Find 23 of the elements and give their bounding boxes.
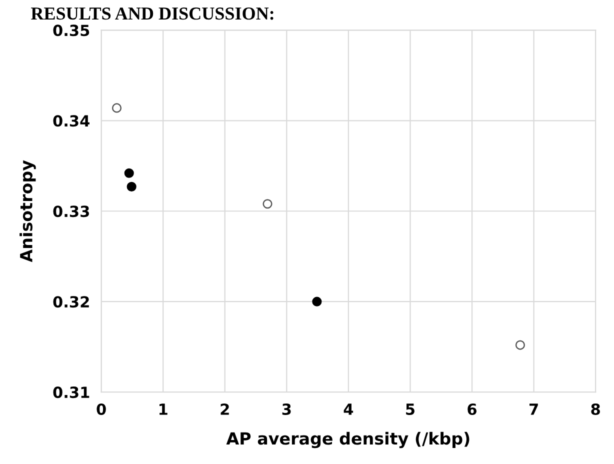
y-tick-label: 0.31 xyxy=(53,386,90,398)
x-axis-title: AP average density (/kbp) xyxy=(226,432,470,448)
y-tick-label: 0.35 xyxy=(53,24,90,36)
y-axis-title: Anisotropy xyxy=(20,160,36,262)
point xyxy=(312,296,322,306)
x-tick-label: 5 xyxy=(406,404,414,416)
point xyxy=(112,103,122,113)
y-tick-label: 0.34 xyxy=(53,115,90,127)
x-tick-label: 0 xyxy=(96,403,106,416)
y-tick-label: 0.32 xyxy=(53,296,89,308)
text: RESULTS AND DISCUSSION: xyxy=(31,8,274,20)
x-tick-label: 6 xyxy=(468,403,477,416)
x-tick-label: 1 xyxy=(160,404,168,415)
x-tick-label: 8 xyxy=(591,403,600,416)
y-tick-label: 0.33 xyxy=(53,206,89,218)
point xyxy=(124,168,134,178)
x-tick-label: 3 xyxy=(282,403,291,416)
point xyxy=(126,182,136,192)
point xyxy=(515,340,525,350)
x-tick-label: 4 xyxy=(344,404,354,415)
x-tick-label: 7 xyxy=(530,404,538,415)
x-tick-label: 2 xyxy=(220,403,229,415)
point xyxy=(262,199,272,209)
